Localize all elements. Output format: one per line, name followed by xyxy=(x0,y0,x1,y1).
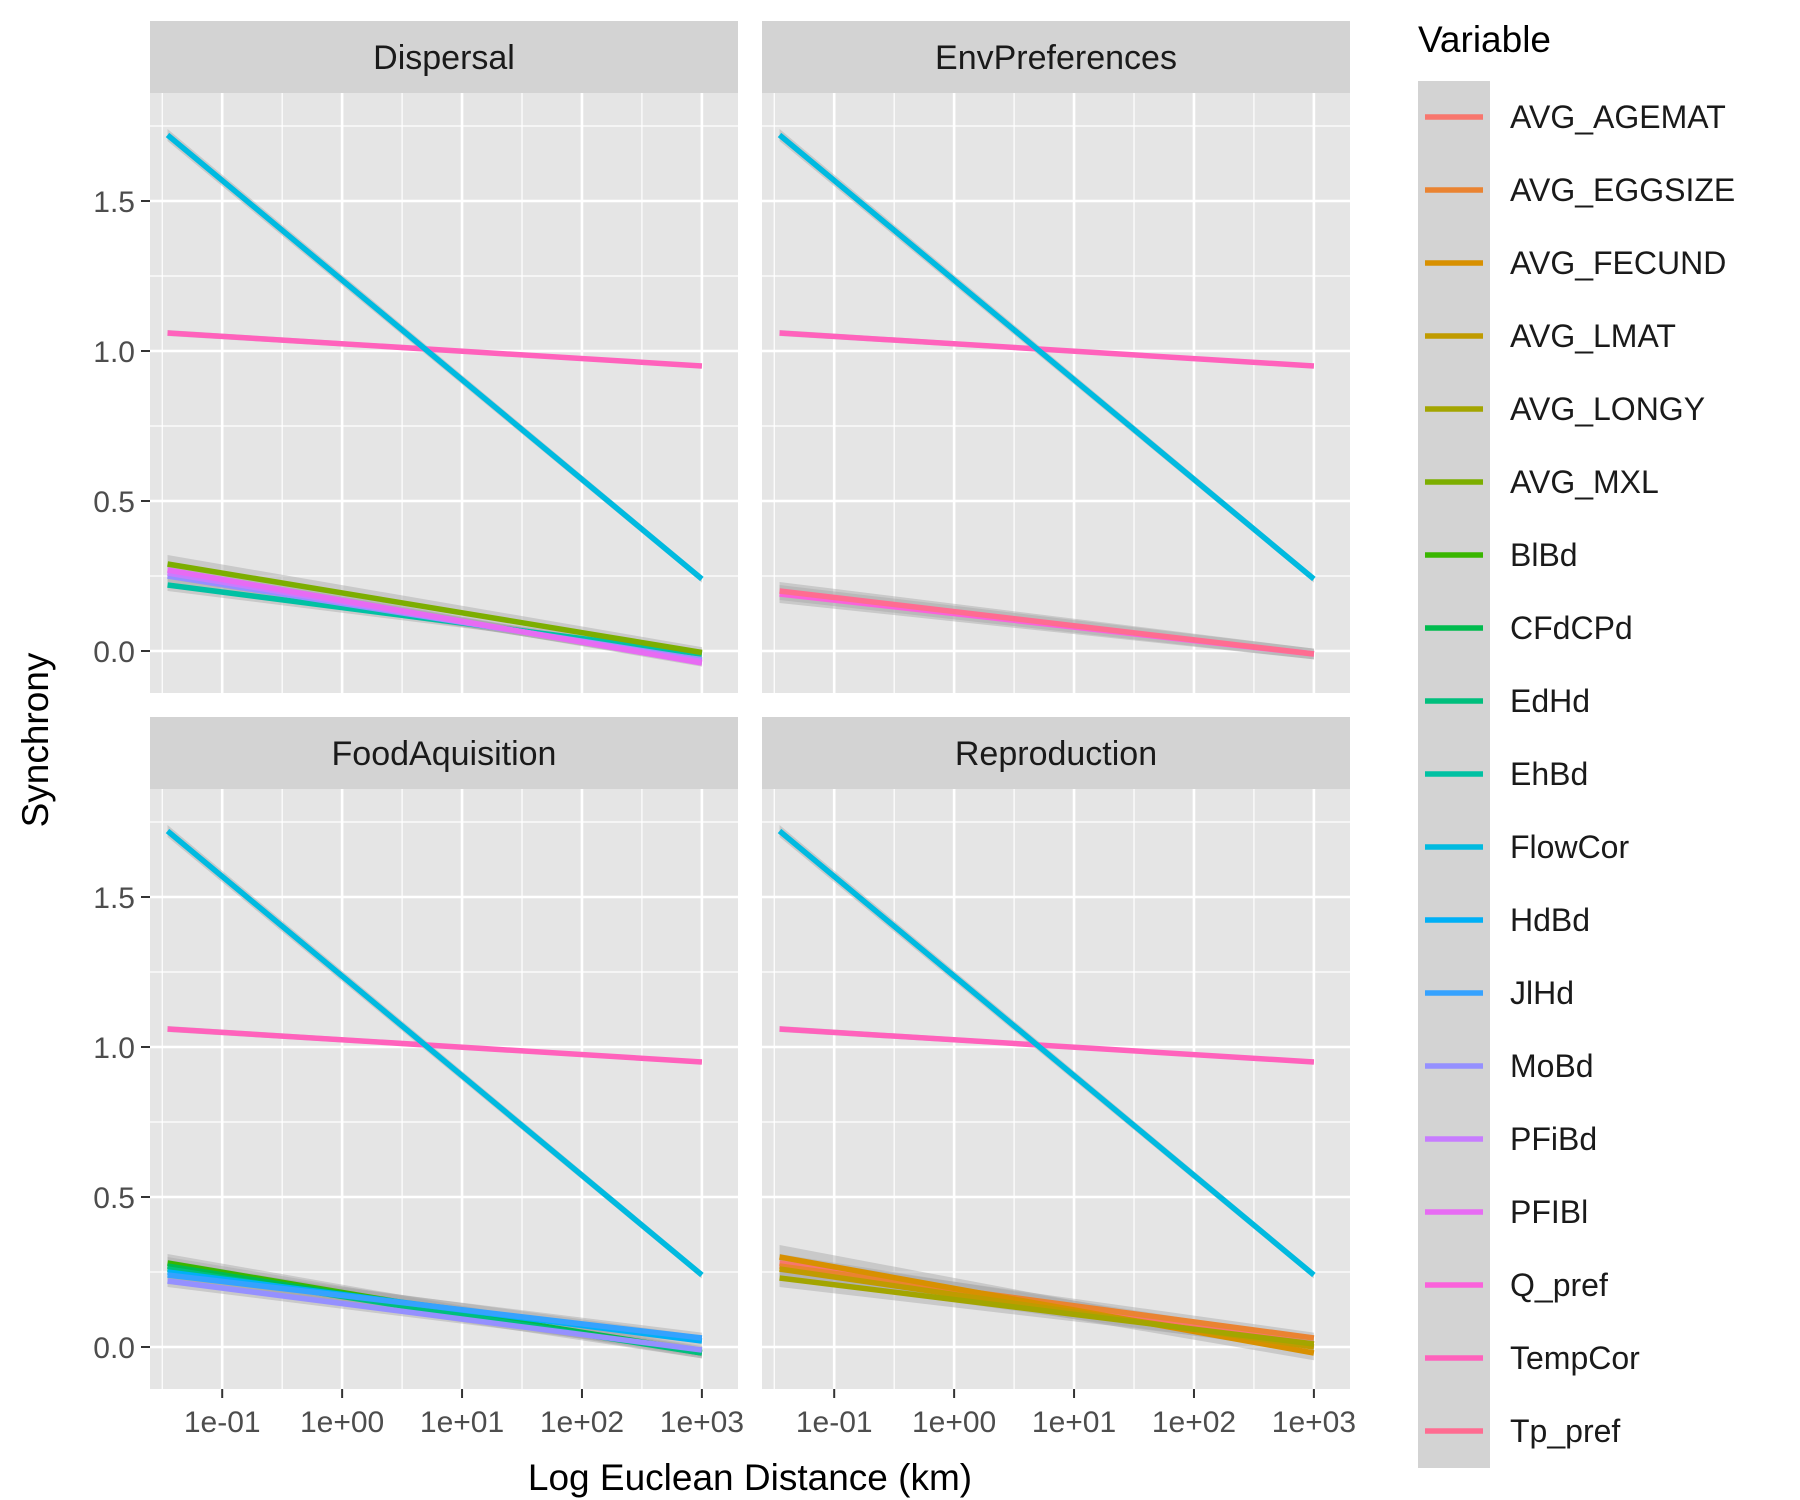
legend-label: Q_pref xyxy=(1510,1267,1608,1303)
y-tick-label: 0.0 xyxy=(93,1332,135,1365)
x-tick-label: 1e+00 xyxy=(300,1406,384,1439)
legend-label: AVG_FECUND xyxy=(1510,245,1726,281)
legend-items: AVG_AGEMAT AVG_EGGSIZE AVG_FECUND AVG_LMAT A… xyxy=(1425,99,1735,1449)
y-tick-label: 0.5 xyxy=(93,1182,135,1215)
legend-label: HdBd xyxy=(1510,902,1590,938)
series-line-flowcor xyxy=(777,828,1316,1278)
series-line-mobd xyxy=(167,1278,703,1353)
legend: Variable AVG_AGEMAT AVG_EGGSIZE AVG_FECUND… xyxy=(1418,19,1735,1468)
legend-item-mobd: MoBd xyxy=(1425,1048,1594,1084)
y-axis: 0.0 0.5 1.0 1.5 0.0 0.5 1.0 1.5 xyxy=(93,186,150,1365)
facet-foodaquisition: FoodAquisition xyxy=(150,717,738,1389)
fit-lines xyxy=(777,828,1316,1356)
facet-panels: Dispersal EnvPreferences FoodAquisition Rep… xyxy=(150,21,1350,1389)
x-tick-label: 1e+01 xyxy=(420,1406,504,1439)
legend-item-avg-mxl: AVG_MXL xyxy=(1425,464,1659,500)
legend-item-flowcor: FlowCor xyxy=(1425,829,1629,865)
legend-label: AVG_MXL xyxy=(1510,464,1659,500)
series-line-tempcor xyxy=(779,1026,1315,1065)
x-axis: 1e-01 1e+00 1e+01 1e+02 1e+03 1e-01 1e+00 1e+01… xyxy=(184,1389,1356,1439)
x-tick-label: 1e+02 xyxy=(1152,1406,1236,1439)
legend-label: AVG_LMAT xyxy=(1510,318,1676,354)
legend-item-blbd: BlBd xyxy=(1425,537,1578,573)
legend-item-pfibl: PFIBl xyxy=(1425,1194,1588,1230)
series-line-tp-pref xyxy=(779,588,1315,657)
legend-item-cfdcpd: CFdCPd xyxy=(1425,610,1633,646)
legend-label: MoBd xyxy=(1510,1048,1594,1084)
legend-label: BlBd xyxy=(1510,537,1578,573)
facet-strip xyxy=(150,717,738,789)
y-tick-label: 1.0 xyxy=(93,1032,135,1065)
y-tick-label: 0.5 xyxy=(93,486,135,519)
x-tick-label: 1e+03 xyxy=(1272,1406,1356,1439)
legend-item-avg-longy: AVG_LONGY xyxy=(1425,391,1705,427)
x-tick-label: 1e+02 xyxy=(540,1406,624,1439)
legend-item-jlhd: JlHd xyxy=(1425,975,1574,1011)
series-line-avg-longy xyxy=(779,1275,1315,1347)
x-tick-label: 1e+01 xyxy=(1032,1406,1116,1439)
series-line-pfibl xyxy=(167,567,703,666)
x-axis-title: Log Euclean Distance (km) xyxy=(528,1457,972,1498)
fit-lines xyxy=(165,132,704,666)
series-line-tempcor xyxy=(167,1026,703,1065)
legend-item-avg-eggsize: AVG_EGGSIZE xyxy=(1425,172,1735,208)
legend-label: CFdCPd xyxy=(1510,610,1633,646)
legend-item-edhd: EdHd xyxy=(1425,683,1590,719)
legend-label: TempCor xyxy=(1510,1340,1640,1376)
facet-title: FoodAquisition xyxy=(332,735,557,773)
legend-title: Variable xyxy=(1418,19,1551,60)
legend-item-tempcor: TempCor xyxy=(1425,1340,1640,1376)
fit-lines xyxy=(777,132,1316,657)
facet-strip xyxy=(762,21,1350,93)
x-tick-label: 1e-01 xyxy=(184,1406,261,1439)
facet-envpreferences: EnvPreferences xyxy=(762,21,1350,693)
y-tick-label: 1.5 xyxy=(93,882,135,915)
facet-title: EnvPreferences xyxy=(935,39,1177,77)
series-line-avg-mxl xyxy=(167,561,703,656)
series-line-jlhd xyxy=(167,1272,703,1341)
series-line-flowcor xyxy=(165,132,704,582)
legend-item-avg-lmat: AVG_LMAT xyxy=(1425,318,1676,354)
facet-title: Reproduction xyxy=(955,735,1157,773)
series-line-tempcor xyxy=(779,330,1315,369)
facet-strip xyxy=(762,717,1350,789)
y-tick-label: 0.0 xyxy=(93,636,135,669)
facet-strip xyxy=(150,21,738,93)
legend-label: AVG_LONGY xyxy=(1510,391,1705,427)
legend-item-tp-pref: Tp_pref xyxy=(1425,1413,1620,1449)
x-tick-label: 1e+00 xyxy=(912,1406,996,1439)
legend-item-q-pref: Q_pref xyxy=(1425,1267,1608,1303)
legend-label: PFiBd xyxy=(1510,1121,1597,1157)
facet-title: Dispersal xyxy=(373,39,515,77)
series-line-tempcor xyxy=(167,330,703,369)
panel-background xyxy=(762,93,1350,693)
legend-item-hdbd: HdBd xyxy=(1425,902,1590,938)
facet-reproduction: Reproduction xyxy=(762,717,1350,1389)
legend-label: FlowCor xyxy=(1510,829,1629,865)
y-tick-label: 1.0 xyxy=(93,336,135,369)
x-tick-label: 1e+03 xyxy=(660,1406,744,1439)
legend-item-avg-agemat: AVG_AGEMAT xyxy=(1425,99,1726,135)
legend-label: Tp_pref xyxy=(1510,1413,1620,1449)
series-line-avg-fecund xyxy=(779,1254,1315,1356)
series-line-flowcor xyxy=(777,132,1316,582)
legend-label: PFIBl xyxy=(1510,1194,1588,1230)
legend-label: JlHd xyxy=(1510,975,1574,1011)
legend-label: EdHd xyxy=(1510,683,1590,719)
facet-dispersal: Dispersal xyxy=(150,21,738,693)
panel-background xyxy=(150,789,738,1389)
legend-label: AVG_AGEMAT xyxy=(1510,99,1726,135)
legend-item-avg-fecund: AVG_FECUND xyxy=(1425,245,1726,281)
y-tick-label: 1.5 xyxy=(93,186,135,219)
fit-lines xyxy=(165,828,704,1356)
legend-item-ehbd: EhBd xyxy=(1425,756,1588,792)
series-line-flowcor xyxy=(165,828,704,1278)
legend-label: EhBd xyxy=(1510,756,1588,792)
legend-label: AVG_EGGSIZE xyxy=(1510,172,1735,208)
x-tick-label: 1e-01 xyxy=(796,1406,873,1439)
legend-item-pfibd: PFiBd xyxy=(1425,1121,1597,1157)
y-axis-title: Synchrony xyxy=(15,652,56,827)
series-line-avg-eggsize xyxy=(779,1263,1315,1341)
